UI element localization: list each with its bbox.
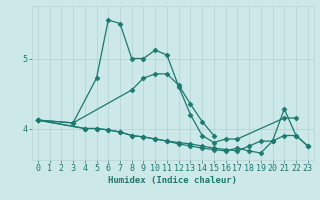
X-axis label: Humidex (Indice chaleur): Humidex (Indice chaleur) [108,176,237,185]
